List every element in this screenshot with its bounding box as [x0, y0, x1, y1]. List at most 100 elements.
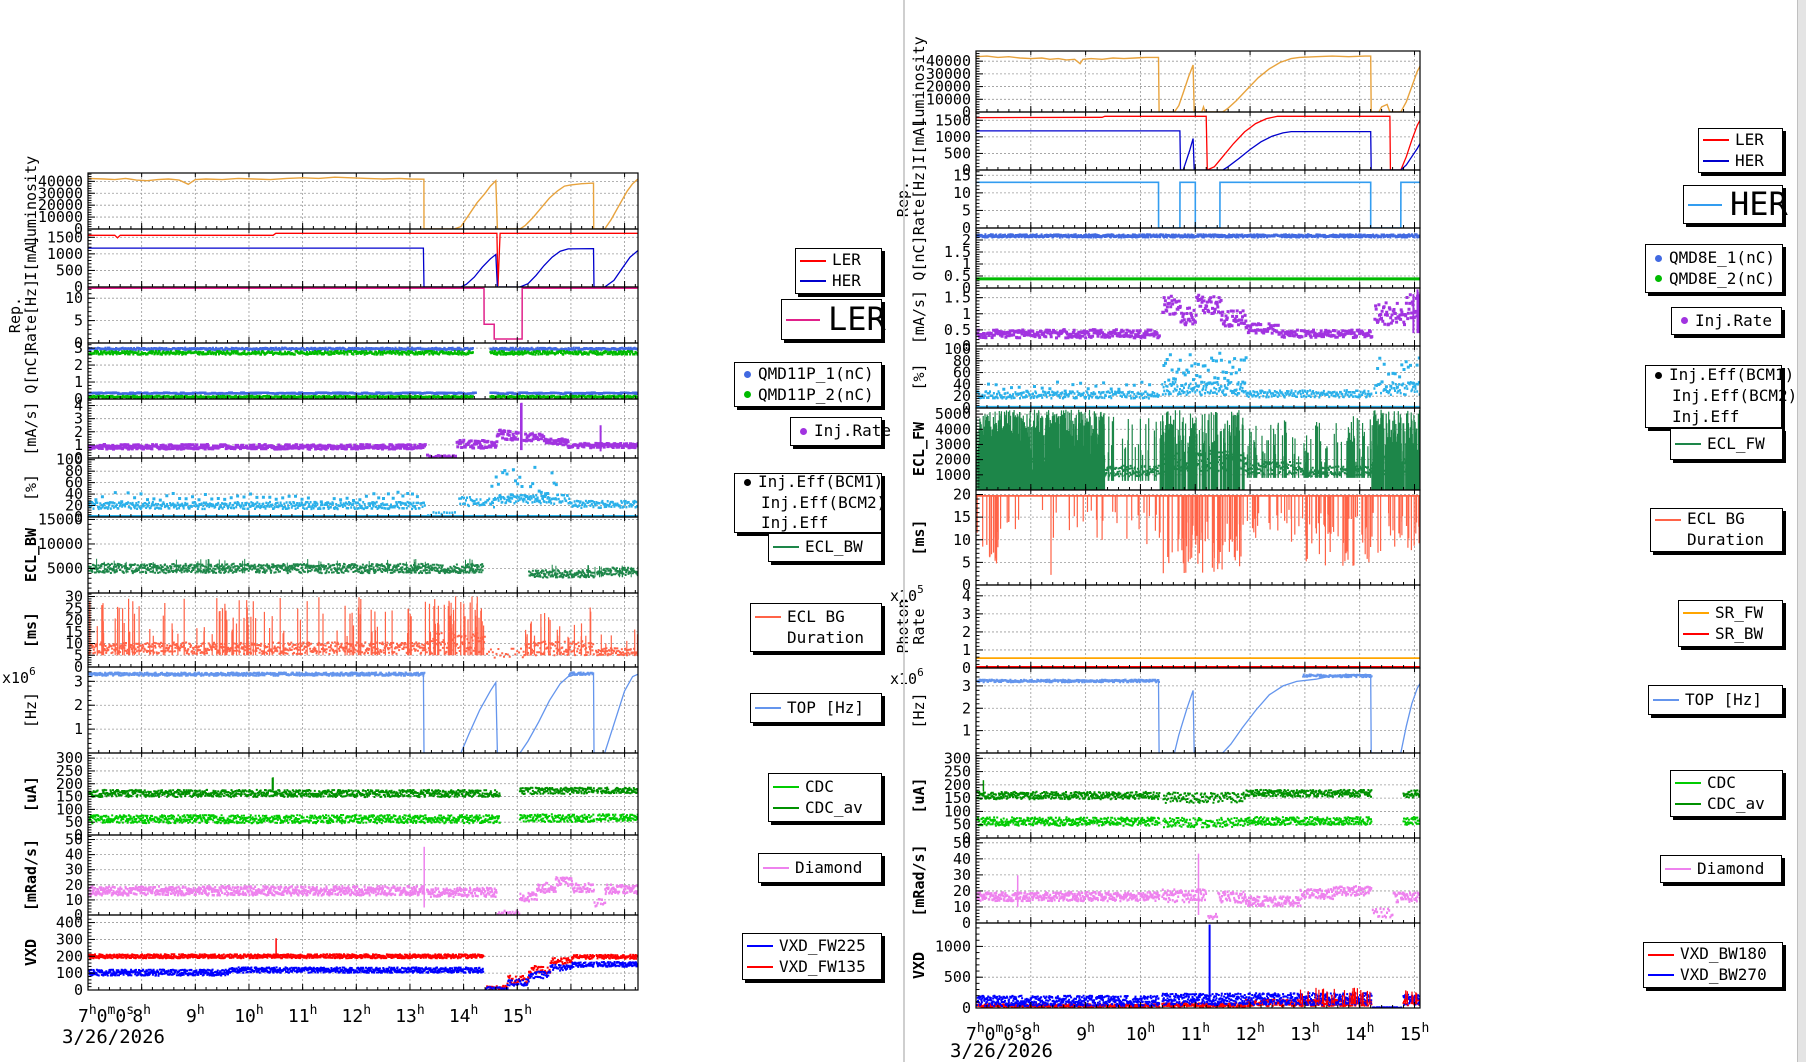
ylabel-inj-eff: [%]	[22, 474, 40, 501]
ytick-label: 2	[962, 699, 971, 717]
ytick-label: 1000	[935, 128, 971, 146]
legend-label: LER	[832, 250, 861, 270]
xtick-label: 11h	[1181, 1021, 1211, 1045]
ytick-label: 0.5	[944, 267, 971, 285]
subplot-left-ecl-bw: 15000 10000 5000 ECL_BW	[22, 510, 639, 594]
legend-dot-glyph	[739, 391, 755, 399]
legend-label: Inj.Rate	[1695, 310, 1773, 330]
legend-item: ECL BG	[1655, 509, 1778, 530]
legend-label: TOP [Hz]	[787, 697, 865, 717]
ytick-label: 200	[56, 947, 83, 965]
legend-label: ECL_FW	[1707, 433, 1765, 453]
legend-item: CDC	[773, 777, 877, 798]
ytick-label: 4	[74, 397, 83, 415]
legend-label: Inj.Eff(BCM2)	[761, 492, 887, 512]
ytick-label: 400	[56, 914, 83, 932]
series-Inj.Eff	[976, 380, 1420, 400]
legend-item: LER	[800, 250, 877, 271]
ytick-label: 0	[74, 278, 83, 296]
legend-line-glyph	[1648, 974, 1674, 977]
legend-left-qmd: QMD11P_1(nC) QMD11P_2(nC)	[734, 362, 882, 407]
ytick-label: 2	[962, 231, 971, 249]
ytick-label: 10	[65, 635, 83, 653]
ytick-label: 500	[944, 968, 971, 986]
xtick-label: 10h	[1126, 1021, 1156, 1045]
legend-right-her-big: HER	[1683, 185, 1788, 224]
legend-right-top: TOP [Hz]	[1648, 685, 1783, 715]
series-ECL BG spikes	[89, 596, 638, 656]
ytick-label: 30000	[38, 184, 83, 202]
legend-right-qmd: QMD8E_1(nC) QMD8E_2(nC)	[1645, 244, 1783, 293]
series-LER	[88, 232, 638, 287]
series-HER	[976, 130, 1420, 170]
ytick-label: 0.5	[944, 321, 971, 339]
ytick-label: 5	[962, 201, 971, 219]
legend-item: Inj.Rate	[795, 421, 891, 442]
legend-item: Inj.Eff(BCM1)	[739, 472, 883, 493]
legend-item: SR_FW	[1683, 603, 1778, 624]
ytick-label: 3	[74, 672, 83, 690]
ylabel-ecl-bg-duration: [ms]	[22, 612, 40, 648]
ytick-label: 1000	[47, 245, 83, 263]
legend-item: TOP [Hz]	[755, 698, 877, 719]
date-label-left: 3/26/2026	[62, 1026, 165, 1048]
legend-label: SR_BW	[1715, 623, 1764, 643]
legend-label: Duration	[787, 627, 865, 647]
ytick-label: 1	[962, 641, 971, 659]
ylabel-charge: Q[nC]	[910, 235, 928, 280]
legend-line-glyph	[786, 318, 820, 321]
subplot-left-top-rate: 3 2 1 [Hz] x106	[2, 665, 639, 754]
ylabel-rep-rate: Rep.	[6, 297, 24, 333]
legend-label: Inj.Eff(BCM1)	[1669, 365, 1795, 385]
ytick-label: 50	[953, 816, 971, 834]
ytick-label: 500	[56, 261, 83, 279]
ytick-label: 40000	[926, 52, 971, 70]
legend-item: LER	[786, 299, 886, 341]
series-TOP noise	[976, 673, 1373, 684]
ytick-label: 0	[74, 508, 83, 526]
ytick-label: 500	[944, 144, 971, 162]
ylabel-luminosity: Luminosity	[22, 156, 40, 246]
ytick-label: 10	[953, 531, 971, 549]
series-Luminosity	[88, 176, 638, 229]
ytick-label: 10	[953, 898, 971, 916]
date-label-right: 3/26/2026	[950, 1040, 1053, 1062]
legend-left-ecl-bw: ECL_BW	[768, 533, 882, 562]
xtick-label: 9h	[186, 1003, 205, 1027]
legend-left-ecl-bg: ECL BG Duration	[750, 603, 882, 652]
ytick-label: 50	[953, 834, 971, 852]
ytick-label: 5000	[47, 559, 83, 577]
legend-left-vxd: VXD_FW225 VXD_FW135	[742, 933, 882, 980]
series-QMD11P_2(nC)	[88, 349, 638, 356]
legend-item: Duration	[755, 628, 877, 649]
legend-label: SR_FW	[1715, 602, 1764, 622]
ytick-label: 0	[962, 399, 971, 417]
series-CDC_av	[88, 786, 638, 799]
subplot-right-rep-rate: 151050Rep.Rate[Hz]	[894, 163, 1421, 237]
ytick-label: 200	[944, 776, 971, 794]
xtick-label: 15h	[1400, 1021, 1430, 1045]
legend-line-glyph	[1653, 698, 1679, 701]
legend-left-cdc: CDC CDC_av	[768, 773, 882, 822]
ylabel-inj-rate: [mA/s]	[910, 290, 928, 344]
legend-item: VXD_BW270	[1648, 965, 1778, 986]
legend-item: Inj.Rate	[1676, 311, 1777, 332]
ytick-label: 10000	[926, 90, 971, 108]
ytick-label: 1	[74, 720, 83, 738]
series-ECL_BW spikes	[96, 558, 632, 578]
ytick-label: 100	[944, 340, 971, 358]
legend-item: Diamond	[763, 858, 877, 879]
series-VXD_FW225	[88, 961, 638, 990]
legend-label: Diamond	[795, 857, 863, 877]
subplot-right-charge: 21.510.50 Q[nC]	[910, 227, 1421, 297]
xtick-label: 12h	[342, 1003, 372, 1027]
ytick-label: 40	[65, 846, 83, 864]
ytick-label: 15	[953, 166, 971, 184]
legend-label: VXD_FW225	[779, 935, 866, 955]
ytick-label: 4	[962, 587, 971, 605]
